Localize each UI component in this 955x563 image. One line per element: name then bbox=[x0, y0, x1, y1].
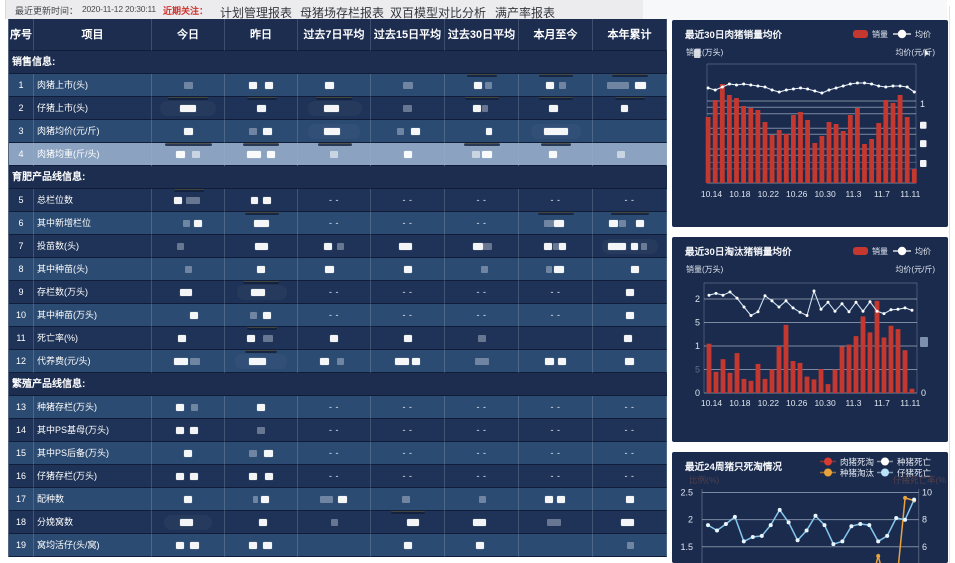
svg-text:11.3: 11.3 bbox=[846, 189, 862, 199]
svg-text:8: 8 bbox=[922, 515, 927, 525]
svg-text:均价: 均价 bbox=[915, 246, 931, 256]
svg-text:2: 2 bbox=[695, 294, 700, 304]
svg-text:0: 0 bbox=[695, 388, 700, 398]
svg-text:种猪死亡: 种猪死亡 bbox=[897, 457, 932, 467]
svg-text:肉猪死淘: 肉猪死淘 bbox=[840, 457, 874, 467]
svg-text:1: 1 bbox=[920, 99, 925, 109]
svg-text:11.11: 11.11 bbox=[900, 398, 920, 408]
svg-text:10.30: 10.30 bbox=[814, 398, 836, 408]
svg-text:11.11: 11.11 bbox=[900, 189, 920, 199]
svg-text:5: 5 bbox=[695, 318, 700, 328]
svg-text:10.14: 10.14 bbox=[701, 398, 723, 408]
svg-text:10.18: 10.18 bbox=[729, 189, 751, 199]
svg-text:10.26: 10.26 bbox=[786, 398, 808, 408]
svg-text:比例(%): 比例(%) bbox=[689, 475, 719, 485]
svg-text:销量: 销量 bbox=[872, 29, 888, 39]
svg-text:11.7: 11.7 bbox=[874, 398, 890, 408]
svg-text:仔猪死亡率(%: 仔猪死亡率(% bbox=[893, 475, 946, 485]
svg-text:5: 5 bbox=[695, 365, 700, 375]
svg-text:2.5: 2.5 bbox=[680, 488, 693, 498]
svg-text:10.30: 10.30 bbox=[814, 189, 836, 199]
svg-text:1: 1 bbox=[695, 341, 700, 351]
svg-text:销量: 销量 bbox=[872, 246, 888, 256]
svg-text:10.22: 10.22 bbox=[758, 189, 780, 199]
svg-text:均价: 均价 bbox=[915, 29, 931, 39]
svg-text:1.5: 1.5 bbox=[680, 542, 693, 552]
svg-text:6: 6 bbox=[922, 542, 927, 552]
svg-text:0: 0 bbox=[921, 388, 926, 398]
svg-text:10: 10 bbox=[922, 488, 932, 498]
svg-text:10.14: 10.14 bbox=[701, 189, 723, 199]
svg-text:种猪淘汰: 种猪淘汰 bbox=[840, 468, 875, 478]
svg-text:10.26: 10.26 bbox=[786, 189, 808, 199]
svg-text:10.22: 10.22 bbox=[758, 398, 780, 408]
svg-text:10.18: 10.18 bbox=[729, 398, 751, 408]
svg-text:仔猪死亡: 仔猪死亡 bbox=[897, 468, 932, 478]
svg-text:11.7: 11.7 bbox=[874, 189, 890, 199]
svg-text:11.3: 11.3 bbox=[846, 398, 862, 408]
svg-text:2: 2 bbox=[688, 515, 693, 525]
